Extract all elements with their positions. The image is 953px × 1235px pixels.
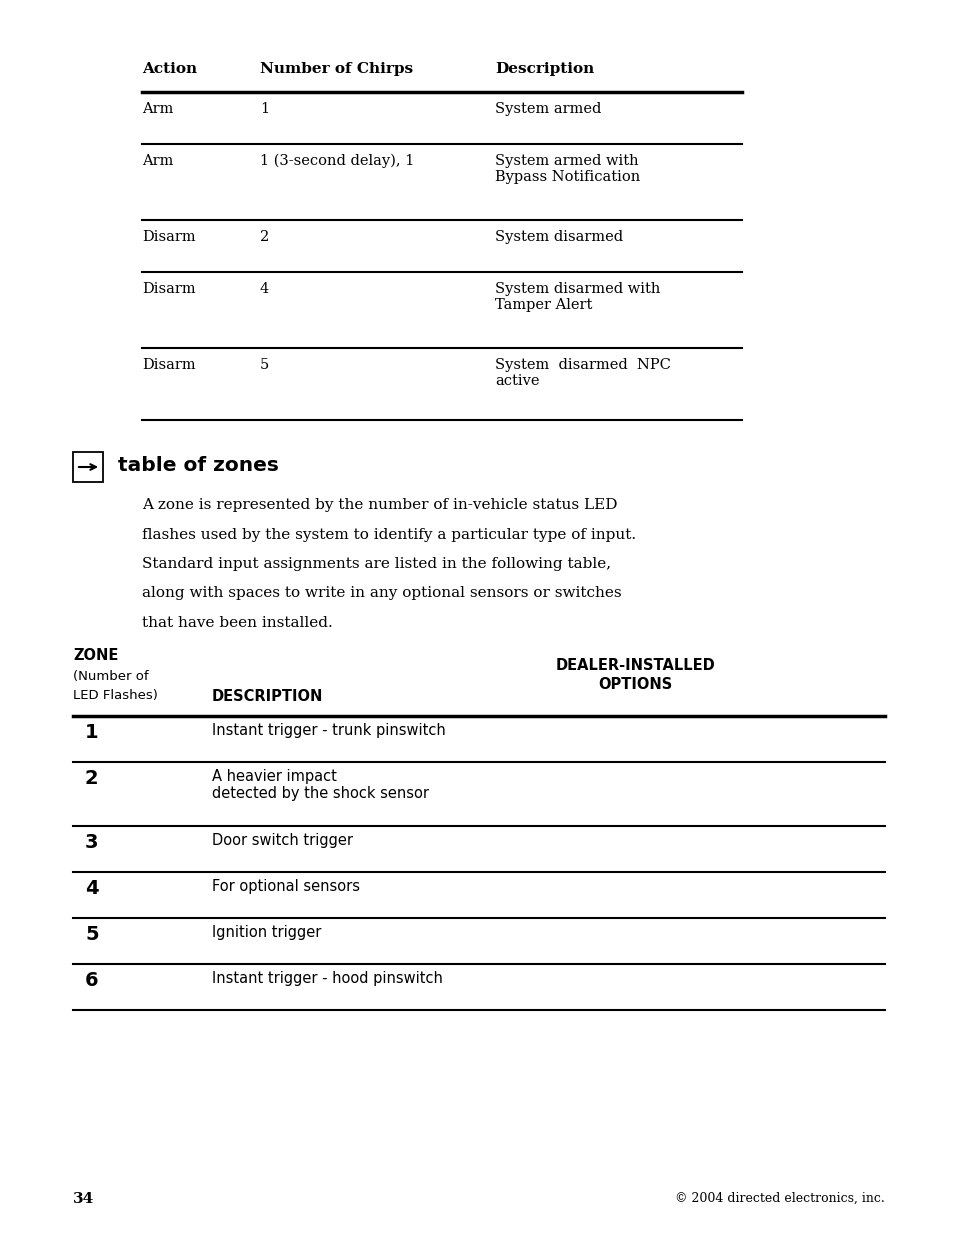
Text: 1 (3-second delay), 1: 1 (3-second delay), 1: [260, 154, 414, 168]
Text: that have been installed.: that have been installed.: [142, 616, 333, 630]
Text: DEALER-INSTALLED
OPTIONS: DEALER-INSTALLED OPTIONS: [555, 658, 714, 692]
Text: Door switch trigger: Door switch trigger: [212, 832, 353, 848]
Text: System  disarmed  NPC
active: System disarmed NPC active: [495, 358, 670, 388]
Text: 1: 1: [260, 103, 269, 116]
Text: 6: 6: [85, 971, 98, 990]
Text: Description: Description: [495, 62, 594, 77]
Text: 5: 5: [260, 358, 269, 372]
Text: 4: 4: [85, 879, 98, 898]
Text: © 2004 directed electronics, inc.: © 2004 directed electronics, inc.: [675, 1192, 884, 1205]
Text: Instant trigger - hood pinswitch: Instant trigger - hood pinswitch: [212, 971, 442, 986]
Text: Action: Action: [142, 62, 197, 77]
Text: System disarmed with
Tamper Alert: System disarmed with Tamper Alert: [495, 282, 659, 312]
Text: System armed: System armed: [495, 103, 600, 116]
Text: 2: 2: [85, 769, 98, 788]
Text: Arm: Arm: [142, 154, 173, 168]
Text: ZONE: ZONE: [73, 648, 118, 663]
Text: 34: 34: [73, 1192, 94, 1207]
Text: Standard input assignments are listed in the following table,: Standard input assignments are listed in…: [142, 557, 611, 571]
Text: Disarm: Disarm: [142, 358, 195, 372]
Text: Disarm: Disarm: [142, 230, 195, 245]
Text: along with spaces to write in any optional sensors or switches: along with spaces to write in any option…: [142, 587, 621, 600]
Text: flashes used by the system to identify a particular type of input.: flashes used by the system to identify a…: [142, 527, 636, 541]
Text: DESCRIPTION: DESCRIPTION: [212, 689, 323, 704]
Text: 3: 3: [85, 832, 98, 852]
Text: LED Flashes): LED Flashes): [73, 689, 157, 701]
Text: (Number of: (Number of: [73, 671, 149, 683]
Text: 1: 1: [85, 722, 98, 742]
Text: Arm: Arm: [142, 103, 173, 116]
Text: 2: 2: [260, 230, 269, 245]
Text: table of zones: table of zones: [118, 456, 278, 475]
Text: Ignition trigger: Ignition trigger: [212, 925, 321, 940]
Text: Disarm: Disarm: [142, 282, 195, 296]
Text: Instant trigger - trunk pinswitch: Instant trigger - trunk pinswitch: [212, 722, 445, 739]
Text: 4: 4: [260, 282, 269, 296]
Text: Number of Chirps: Number of Chirps: [260, 62, 413, 77]
Text: A zone is represented by the number of in-vehicle status LED: A zone is represented by the number of i…: [142, 498, 617, 513]
Text: For optional sensors: For optional sensors: [212, 879, 359, 894]
Text: System disarmed: System disarmed: [495, 230, 622, 245]
Text: System armed with
Bypass Notification: System armed with Bypass Notification: [495, 154, 639, 184]
Text: A heavier impact
detected by the shock sensor: A heavier impact detected by the shock s…: [212, 769, 429, 802]
FancyBboxPatch shape: [73, 452, 103, 482]
Text: 5: 5: [85, 925, 98, 944]
